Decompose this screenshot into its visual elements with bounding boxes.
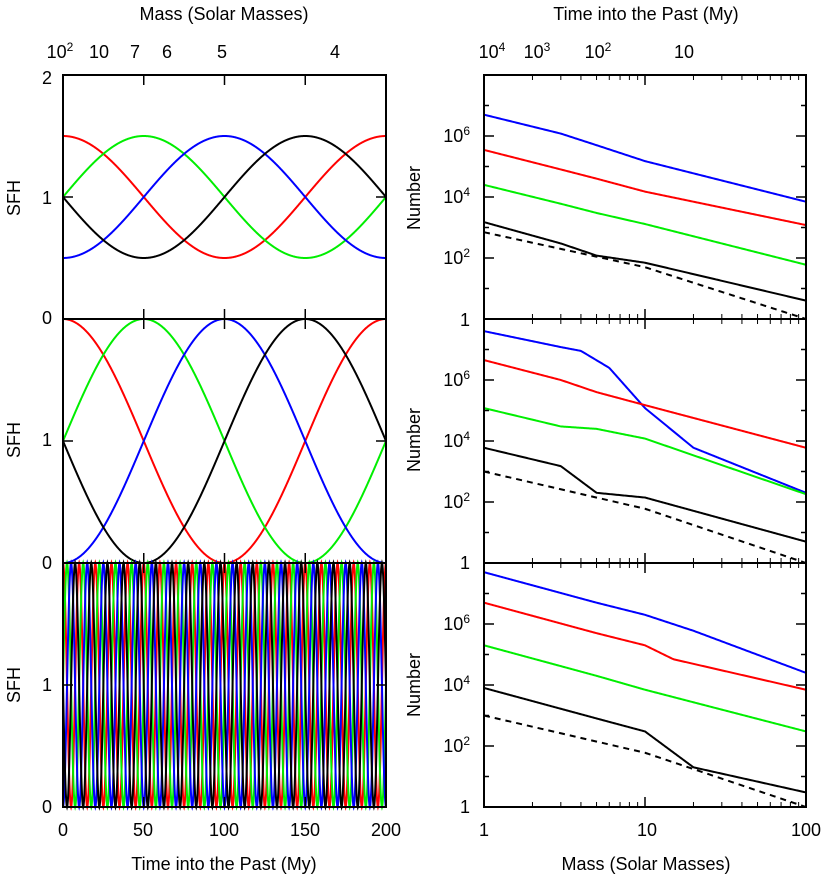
plot-frame: [483, 318, 807, 564]
ylabel-left-1: SFH: [4, 180, 24, 216]
ylabel-left-2: SFH: [4, 422, 24, 458]
series-line: [483, 601, 807, 691]
tick-label: 100: [209, 820, 239, 840]
tick-label: 4: [330, 42, 340, 62]
tick-label: 100: [791, 820, 821, 840]
tick-label: 5: [217, 42, 227, 62]
tick-label: 50: [133, 820, 153, 840]
left-top-tick-labels: 102 10 7 6 5 4: [47, 40, 340, 62]
tick-label: 102: [443, 246, 470, 268]
tick-label: 102: [443, 734, 470, 756]
series-line: [483, 446, 807, 543]
series-line: [483, 644, 807, 733]
chart-frames: [62, 74, 807, 808]
series-line: [483, 470, 807, 564]
tick-label: 0: [42, 553, 52, 573]
series-line: [62, 559, 387, 811]
series-line: [483, 714, 807, 808]
bottom-right-xlabel: Mass (Solar Masses): [561, 854, 730, 874]
tick-label: 102: [443, 490, 470, 512]
tick-label: 104: [443, 185, 470, 207]
tick-label: 0: [42, 308, 52, 328]
tick-label: 10: [89, 42, 109, 62]
right-y-tick-labels: 106 104 102 1 106 104 102 1 106 104 102 …: [443, 124, 470, 817]
series-line: [483, 571, 807, 674]
tick-label: 104: [443, 429, 470, 451]
top-right-title: Time into the Past (My): [553, 4, 738, 24]
tick-label: 104: [479, 40, 506, 62]
tick-label: 106: [443, 124, 470, 146]
tick-label: 1: [42, 675, 52, 695]
tick-label: 1: [42, 188, 52, 208]
tick-label: 10: [637, 820, 657, 840]
tick-label: 1: [42, 430, 52, 450]
tick-label: 1: [460, 310, 470, 330]
left-y-tick-labels: 2 1 0 1 0 1 0: [42, 68, 52, 817]
tick-label: 1: [479, 820, 489, 840]
tick-label: 6: [162, 42, 172, 62]
series-line: [483, 113, 807, 203]
series-line: [483, 407, 807, 496]
tick-label: 106: [443, 368, 470, 390]
series-line: [483, 183, 807, 266]
tick-label: 106: [443, 612, 470, 634]
series-line: [63, 135, 386, 259]
tick-label: 10: [674, 42, 694, 62]
series-line: [483, 359, 807, 449]
series-line: [483, 686, 807, 794]
tick-label: 102: [585, 40, 612, 62]
right-x-tick-labels: 1 10 100: [479, 820, 821, 840]
chart-curves: [62, 113, 807, 811]
plot-frame: [483, 562, 807, 808]
tick-label: 0: [58, 820, 68, 840]
ylabel-right-2: Number: [404, 408, 424, 472]
tick-label: 1: [460, 797, 470, 817]
series-line: [63, 135, 386, 259]
tick-label: 150: [290, 820, 320, 840]
tick-label: 7: [130, 42, 140, 62]
ylabel-right-1: Number: [404, 166, 424, 230]
top-left-title: Mass (Solar Masses): [139, 4, 308, 24]
right-top-tick-labels: 104 103 102 10: [479, 40, 694, 62]
tick-label: 0: [42, 797, 52, 817]
tick-label: 2: [42, 68, 52, 88]
series-line: [62, 135, 387, 259]
tick-label: 1: [460, 553, 470, 573]
series-line: [483, 330, 807, 494]
ylabel-left-3: SFH: [4, 667, 24, 703]
series-line: [62, 318, 387, 564]
tick-label: 104: [443, 673, 470, 695]
series-line: [483, 148, 807, 227]
tick-label: 102: [47, 40, 74, 62]
bottom-left-xlabel: Time into the Past (My): [131, 854, 316, 874]
series-line: [483, 221, 807, 302]
tick-label: 200: [371, 820, 401, 840]
left-x-tick-labels: 0 50 100 150 200: [58, 820, 401, 840]
ylabel-right-3: Number: [404, 653, 424, 717]
tick-label: 103: [524, 40, 551, 62]
series-line: [483, 231, 807, 320]
